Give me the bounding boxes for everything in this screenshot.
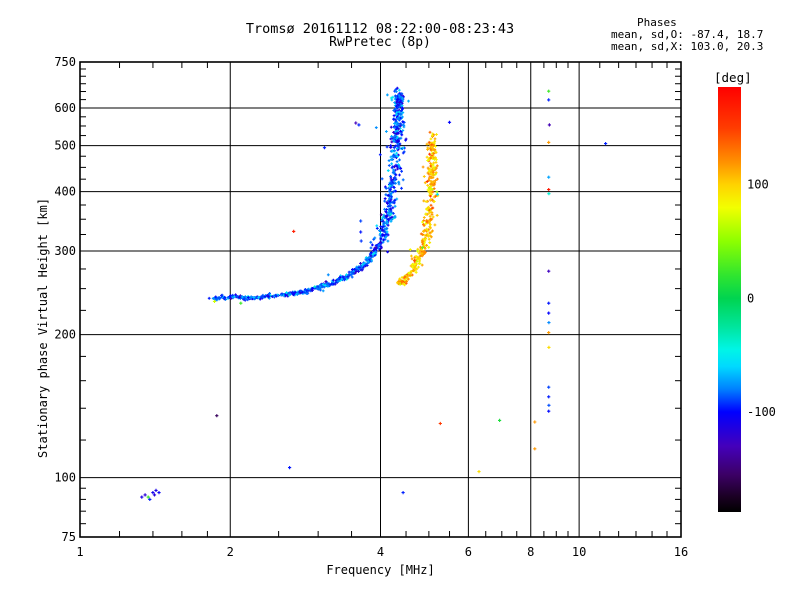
title-block: Tromsø 20161112 08:22:00-08:23:43 RwPret…	[0, 22, 760, 50]
x-tick-label: 2	[227, 545, 234, 559]
x-tick-label: 1	[76, 545, 83, 559]
page-subtitle: RwPretec (8p)	[329, 35, 431, 50]
colorbar-tick-labels: 100 0 -100	[747, 178, 776, 419]
y-tick-label: 400	[54, 185, 76, 199]
y-tick-label: 300	[54, 244, 76, 258]
y-tick-label: 200	[54, 328, 76, 342]
grid-lines	[80, 62, 681, 537]
x-axis-title: Frequency [MHz]	[326, 563, 435, 577]
x-tick-label: 4	[377, 545, 384, 559]
axis-ticks	[80, 62, 681, 537]
x-tick-labels: 1 2 4 6 8 10 16	[76, 545, 688, 559]
phases-x-stats: mean, sd,X: 103.0, 20.3	[611, 40, 764, 53]
y-tick-label: 100	[54, 471, 76, 485]
phases-stats: Phases mean, sd,O: -87.4, 18.7 mean, sd,…	[611, 17, 799, 53]
page-title: Tromsø 20161112 08:22:00-08:23:43	[245, 21, 515, 37]
colorbar-unit-label: [deg]	[714, 70, 752, 85]
x-tick-label: 6	[465, 545, 472, 559]
phases-header: Phases	[637, 16, 677, 29]
plot-frame	[79, 61, 682, 538]
y-tick-label: 75	[62, 530, 76, 544]
colorbar-tick-label: 100	[747, 178, 769, 192]
colorbar-gradient	[718, 87, 741, 512]
x-tick-label: 8	[527, 545, 534, 559]
y-tick-label: 750	[54, 55, 76, 69]
y-tick-label: 600	[54, 101, 76, 115]
y-axis-title: Stationary phase Virtual Height [km]	[36, 197, 50, 458]
scatter-stray-points	[140, 89, 608, 501]
colorbar-tick-label: -100	[747, 405, 776, 419]
colorbar-tick-label: 0	[747, 291, 754, 305]
x-tick-label: 16	[674, 545, 688, 559]
y-tick-labels: 75 100 200 300 400 500 600 750	[54, 55, 76, 544]
x-tick-label: 10	[572, 545, 586, 559]
phases-o-stats: mean, sd,O: -87.4, 18.7	[611, 28, 764, 41]
scatter-x-trace	[396, 130, 440, 287]
y-tick-label: 500	[54, 139, 76, 153]
scatter-o-trace	[207, 86, 410, 302]
